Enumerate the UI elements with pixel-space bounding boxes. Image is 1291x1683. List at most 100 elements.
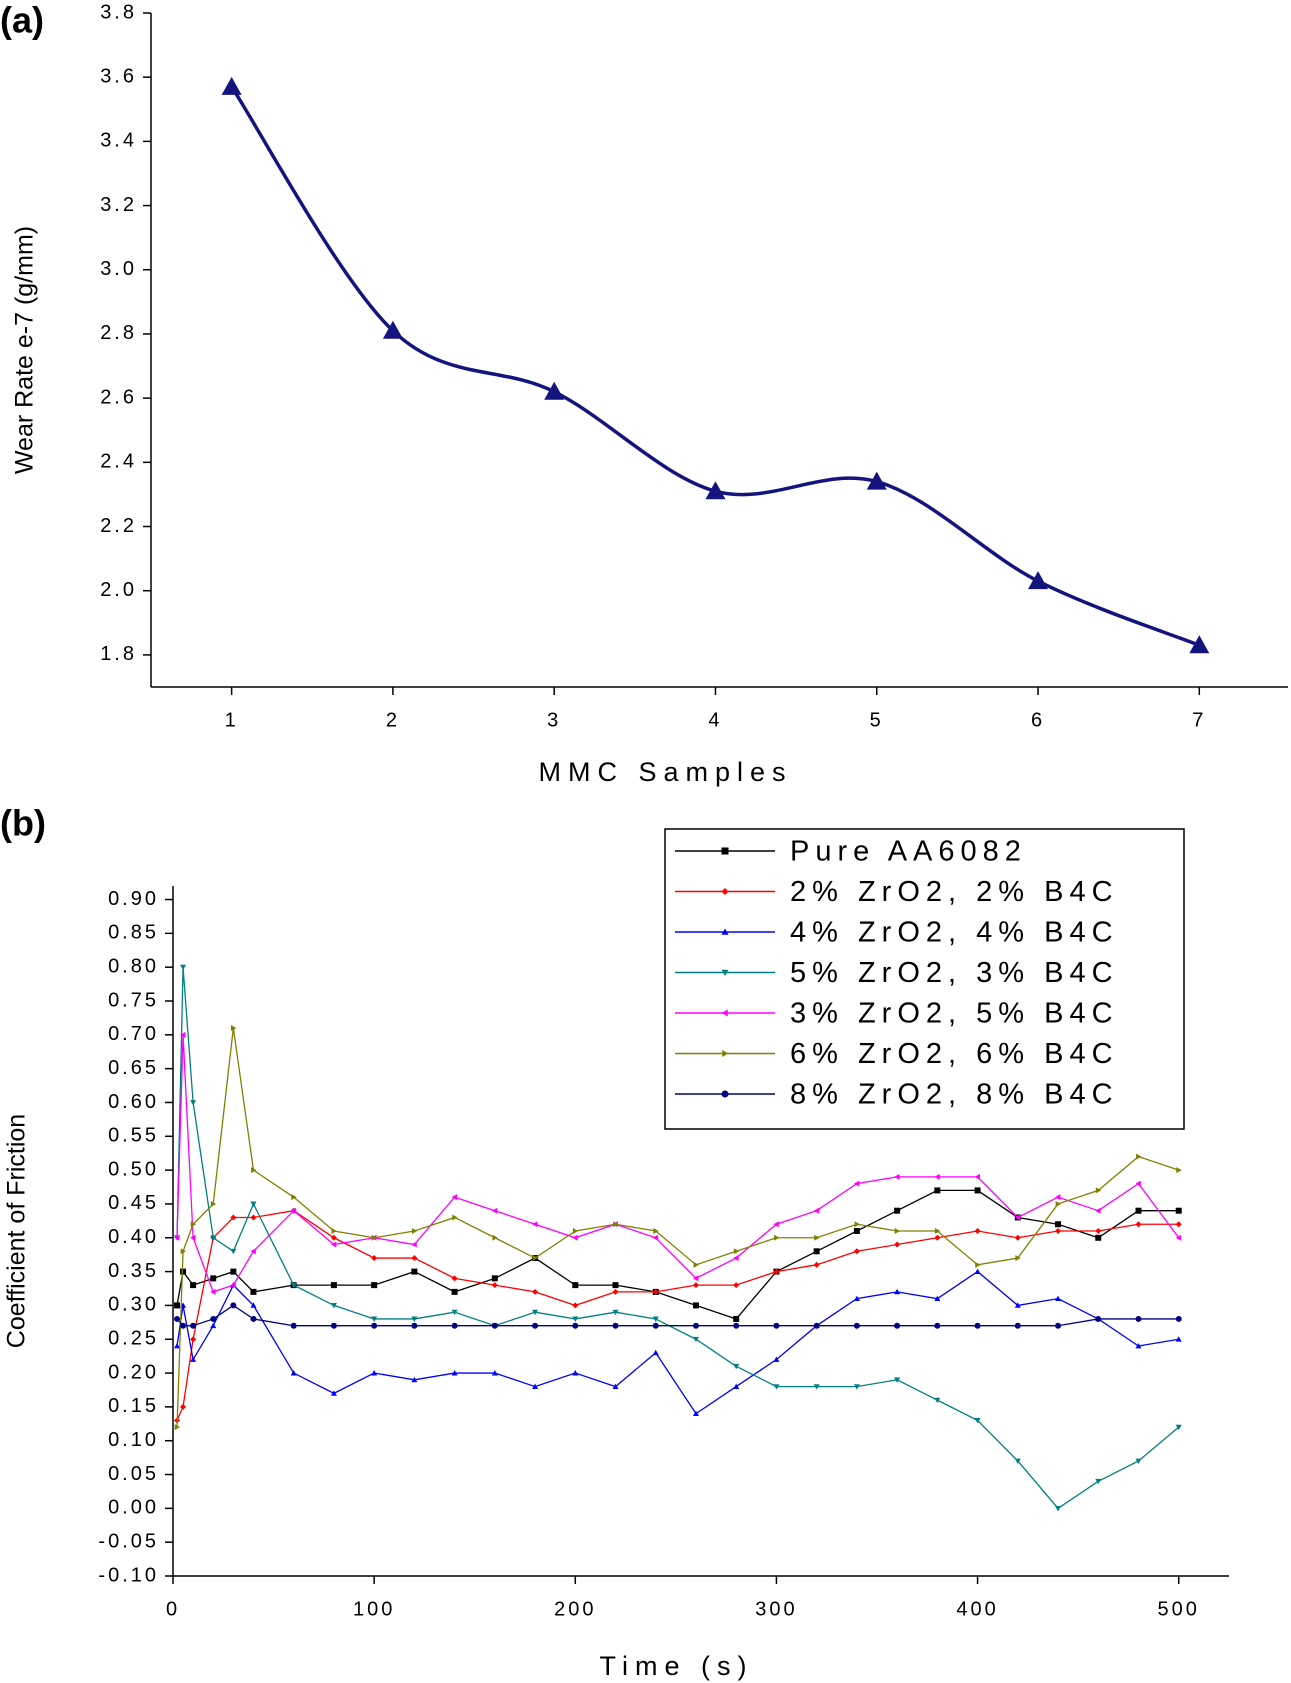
data-point	[250, 1201, 257, 1207]
data-point	[1014, 1322, 1021, 1329]
data-point	[250, 1288, 257, 1295]
data-point	[934, 1295, 941, 1302]
y-tick-label: 3.6	[100, 65, 137, 87]
data-point	[180, 1322, 187, 1329]
data-point	[733, 1322, 740, 1329]
x-tick-label: 0	[166, 1598, 180, 1620]
data-point	[411, 1316, 418, 1322]
data-point	[572, 1282, 579, 1289]
data-point	[221, 76, 242, 95]
data-point	[452, 1214, 458, 1221]
data-point	[813, 1248, 820, 1255]
legend-marker	[721, 847, 729, 855]
data-point	[692, 1336, 699, 1343]
data-point	[190, 1234, 196, 1241]
data-point	[411, 1268, 418, 1275]
data-point	[532, 1255, 539, 1262]
data-point	[532, 1383, 539, 1389]
data-point	[180, 1248, 187, 1255]
legend-marker	[721, 1090, 729, 1098]
data-point	[1135, 1343, 1142, 1349]
y-tick-label: 0.75	[108, 989, 159, 1011]
data-point	[532, 1322, 539, 1329]
x-tick-label: 5	[870, 709, 884, 731]
data-point	[290, 1282, 297, 1289]
x-tick-label: 300	[755, 1598, 797, 1620]
data-point	[1135, 1207, 1142, 1214]
x-tick-label: 6	[1031, 709, 1045, 731]
data-point	[1175, 1207, 1182, 1214]
data-point	[733, 1282, 740, 1289]
data-point	[894, 1228, 901, 1234]
data-point	[1095, 1478, 1102, 1485]
data-point	[974, 1187, 981, 1194]
data-point	[572, 1316, 579, 1322]
data-point	[330, 1234, 337, 1241]
data-point	[1135, 1180, 1141, 1187]
data-point	[1135, 1458, 1142, 1464]
y-tick-label: 0.85	[108, 922, 159, 944]
data-point	[230, 1302, 237, 1309]
legend-label: 4% ZrO2, 4% B4C	[790, 917, 1119, 949]
legend-marker	[721, 928, 729, 935]
data-point	[411, 1228, 418, 1234]
data-point	[934, 1397, 941, 1404]
x-tick-label: 4	[708, 709, 722, 731]
data-point	[491, 1370, 498, 1376]
data-point	[1014, 1302, 1021, 1308]
y-axis-title: Wear Rate e-7 (g/mm)	[11, 226, 39, 474]
data-point	[230, 1025, 237, 1032]
data-point	[572, 1234, 578, 1241]
data-point	[1028, 571, 1049, 590]
data-point	[652, 1316, 659, 1322]
data-point	[190, 1221, 197, 1228]
data-point	[1095, 1207, 1101, 1214]
y-tick-label: 0.65	[108, 1057, 159, 1079]
data-point	[1055, 1221, 1062, 1228]
data-point	[1135, 1315, 1142, 1322]
y-tick-label: 2.8	[100, 322, 137, 344]
data-point	[813, 1207, 820, 1214]
data-point	[853, 1384, 860, 1390]
data-point	[250, 1214, 257, 1221]
data-point	[894, 1241, 901, 1248]
data-point	[1055, 1295, 1062, 1302]
y-tick-label: 0.00	[108, 1497, 159, 1519]
data-point	[371, 1255, 378, 1262]
data-point	[250, 1315, 257, 1322]
data-point	[1175, 1424, 1182, 1431]
legend-marker	[721, 969, 729, 976]
data-point	[1135, 1221, 1142, 1228]
y-axis-title: Coefficient of Friction	[3, 1114, 31, 1348]
data-point	[1136, 1153, 1142, 1160]
data-point	[974, 1322, 981, 1329]
data-point	[774, 1234, 780, 1241]
data-point	[773, 1268, 780, 1275]
y-tick-label: 0.40	[108, 1226, 159, 1248]
data-point	[210, 1288, 216, 1295]
data-point	[894, 1173, 900, 1180]
x-tick-label: 1	[225, 709, 239, 731]
y-tick-label: 0.90	[108, 888, 159, 910]
legend-label: 8% ZrO2, 8% B4C	[790, 1079, 1119, 1111]
y-tick-label: 2.0	[100, 579, 137, 601]
data-point	[974, 1268, 981, 1274]
data-point	[290, 1207, 297, 1214]
y-tick-label: 1.8	[100, 643, 137, 665]
data-point	[411, 1376, 418, 1383]
data-point	[451, 1275, 458, 1282]
series-line	[176, 1270, 1179, 1415]
y-tick-label: 0.60	[108, 1091, 159, 1113]
data-point	[371, 1316, 378, 1322]
data-point	[1176, 1167, 1182, 1174]
data-point	[1055, 1505, 1062, 1512]
legend-label: 3% ZrO2, 5% B4C	[790, 998, 1119, 1030]
data-point	[612, 1309, 619, 1316]
data-point	[692, 1282, 699, 1289]
data-point	[894, 1288, 901, 1295]
y-tick-label: 0.55	[108, 1125, 159, 1147]
data-point	[733, 1248, 740, 1255]
data-point	[491, 1207, 498, 1214]
